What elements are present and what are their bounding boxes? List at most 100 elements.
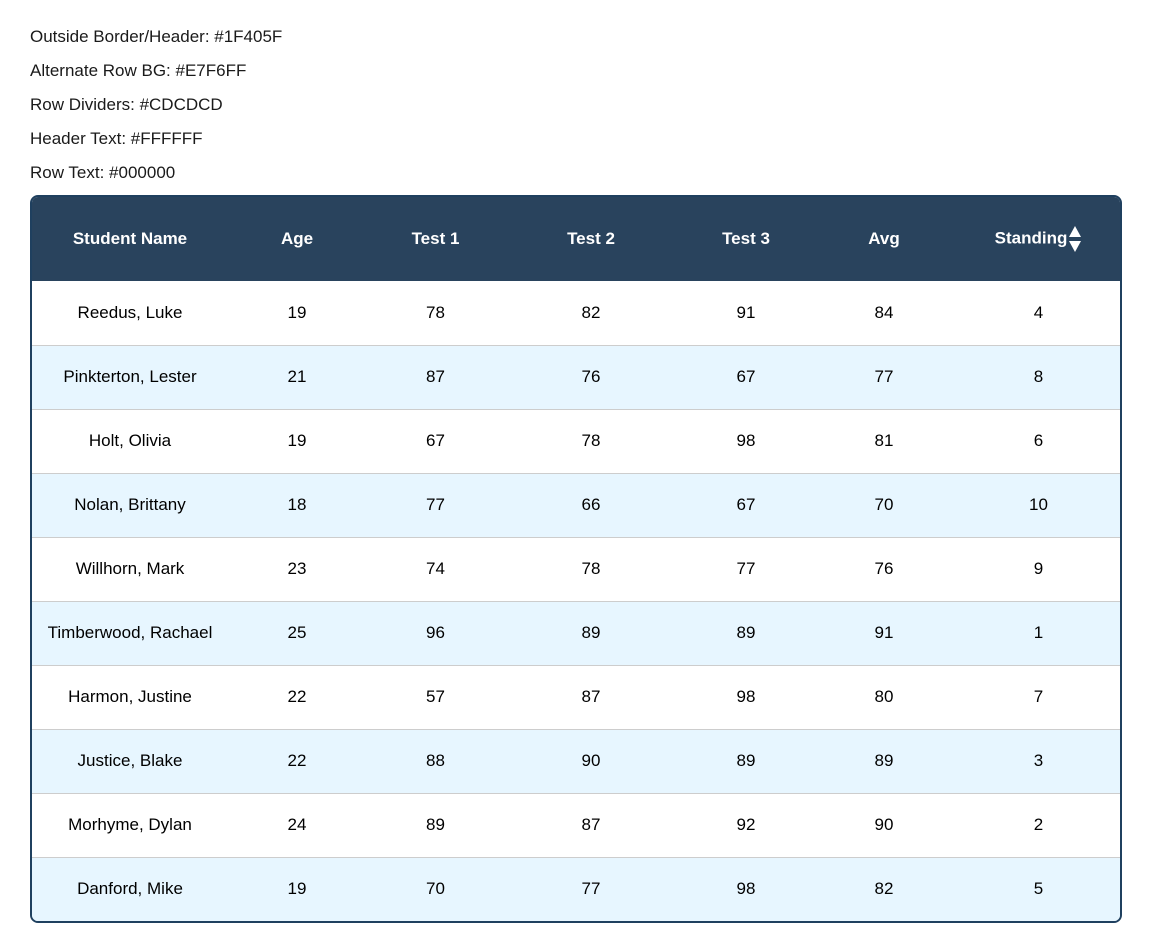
header-avg: Avg	[868, 229, 900, 248]
note-row-dividers: Row Dividers: #CDCDCD	[30, 95, 223, 114]
cell-student-name: Harmon, Justine	[68, 687, 192, 706]
cell-test-3: 91	[736, 302, 756, 322]
cell-avg: 90	[874, 815, 894, 834]
cell-avg: 77	[874, 367, 894, 386]
cell-avg: 84	[874, 302, 894, 322]
cell-test-2: 66	[581, 495, 601, 514]
cell-standing: 5	[1033, 879, 1044, 899]
cell-standing: 6	[1033, 431, 1044, 450]
cell-student-name: Morhyme, Dylan	[68, 815, 192, 834]
cell-standing: 1	[1033, 623, 1044, 642]
cell-test-1: 70	[426, 879, 445, 899]
cell-avg: 70	[874, 495, 894, 514]
cell-test-3: 98	[736, 687, 756, 706]
header-age: Age	[280, 229, 314, 248]
cell-test-1: 57	[426, 687, 445, 706]
note-outside-border: Outside Border/Header: #1F405F	[30, 27, 283, 46]
cell-avg: 81	[874, 431, 894, 450]
cell-test-2: 82	[581, 302, 601, 322]
cell-test-3: 77	[736, 559, 756, 578]
cell-standing: 2	[1033, 815, 1044, 834]
cell-test-2: 89	[581, 623, 601, 642]
grades-table: Student Name Age Test 1 Test 2 Test 3 Av…	[32, 197, 1120, 921]
cell-test-1: 67	[426, 431, 445, 450]
cell-test-1: 77	[426, 495, 445, 514]
cell-student-name: Reedus, Luke	[77, 302, 183, 322]
cell-test-1: 89	[426, 815, 445, 834]
cell-avg: 80	[874, 687, 894, 706]
cell-avg: 89	[874, 751, 894, 770]
cell-student-name: Willhorn, Mark	[75, 559, 185, 578]
table-row: Holt, Olivia 19 67 78 98 81 6	[32, 409, 1120, 473]
cell-student-name: Justice, Blake	[77, 751, 183, 770]
cell-age: 18	[287, 495, 307, 514]
cell-test-1: 74	[426, 559, 445, 578]
cell-test-3: 98	[736, 431, 756, 450]
table-body: Reedus, Luke 19 78 82 91 84 4 Pinkterton, Leste…	[32, 281, 1120, 921]
note-row-text: Row Text: #000000	[30, 163, 176, 182]
cell-standing: 3	[1033, 751, 1044, 770]
cell-age: 21	[287, 367, 307, 386]
header-student-name: Student Name	[72, 229, 188, 248]
header-standing[interactable]: Standing	[953, 197, 1120, 281]
cell-age: 19	[287, 431, 307, 450]
header-standing-label: Standing	[994, 228, 1068, 248]
cell-test-3: 98	[736, 879, 756, 899]
cell-standing: 7	[1033, 687, 1044, 706]
cell-avg: 91	[874, 623, 894, 642]
cell-age: 19	[287, 879, 307, 899]
cell-age: 22	[287, 687, 307, 706]
cell-test-2: 76	[581, 367, 601, 386]
table-row: Pinkterton, Lester 21 87 76 67 77 8	[32, 345, 1120, 409]
header-test-3: Test 3	[722, 229, 770, 248]
header-test-2: Test 2	[567, 229, 615, 248]
cell-test-1: 96	[426, 623, 445, 642]
cell-avg: 76	[874, 559, 894, 578]
table-row: Danford, Mike 19 70 77 98 82 5	[32, 857, 1120, 921]
cell-test-1: 78	[426, 302, 445, 322]
sort-up-down-icon[interactable]	[1068, 224, 1082, 254]
table-row: Harmon, Justine 22 57 87 98 80 7	[32, 665, 1120, 729]
color-notes: Outside Border/Header: #1F405F Alternate…	[30, 20, 282, 190]
cell-test-3: 89	[736, 623, 756, 642]
header-row: Student Name Age Test 1 Test 2 Test 3 Av…	[32, 197, 1120, 281]
cell-standing: 8	[1033, 367, 1044, 386]
cell-age: 24	[287, 815, 307, 834]
table-header: Student Name Age Test 1 Test 2 Test 3 Av…	[32, 197, 1120, 281]
cell-test-2: 87	[581, 815, 601, 834]
cell-avg: 82	[874, 879, 894, 899]
cell-age: 25	[287, 623, 307, 642]
table-row: Morhyme, Dylan 24 89 87 92 90 2	[32, 793, 1120, 857]
cell-age: 19	[287, 302, 307, 322]
header-test-1: Test 1	[411, 229, 460, 248]
cell-student-name: Holt, Olivia	[88, 431, 172, 450]
cell-age: 22	[287, 751, 307, 770]
note-alternate-row-bg: Alternate Row BG: #E7F6FF	[30, 61, 247, 80]
cell-test-3: 67	[736, 495, 756, 514]
note-header-text: Header Text: #FFFFFF	[30, 129, 203, 148]
student-grades-table: Student Name Age Test 1 Test 2 Test 3 Av…	[30, 195, 1122, 923]
table-row: Willhorn, Mark 23 74 78 77 76 9	[32, 537, 1120, 601]
cell-standing: 4	[1033, 302, 1044, 322]
cell-student-name: Timberwood, Rachael	[47, 623, 213, 642]
cell-test-3: 67	[736, 367, 756, 386]
table-row: Timberwood, Rachael 25 96 89 89 91 1	[32, 601, 1120, 665]
cell-student-name: Pinkterton, Lester	[63, 367, 197, 386]
cell-standing: 10	[1029, 495, 1048, 514]
cell-test-1: 88	[426, 751, 445, 770]
table-row: Nolan, Brittany 18 77 66 67 70 10	[32, 473, 1120, 537]
table-row: Reedus, Luke 19 78 82 91 84 4	[32, 281, 1120, 345]
cell-age: 23	[287, 559, 307, 578]
cell-student-name: Danford, Mike	[77, 879, 183, 899]
cell-test-2: 87	[581, 687, 601, 706]
cell-test-3: 89	[736, 751, 756, 770]
cell-test-1: 87	[426, 367, 445, 386]
cell-student-name: Nolan, Brittany	[74, 495, 186, 514]
cell-test-3: 92	[736, 815, 756, 834]
cell-test-2: 77	[581, 879, 601, 899]
cell-test-2: 78	[581, 431, 601, 450]
table-row: Justice, Blake 22 88 90 89 89 3	[32, 729, 1120, 793]
cell-test-2: 90	[581, 751, 601, 770]
cell-standing: 9	[1033, 559, 1044, 578]
cell-test-2: 78	[581, 559, 601, 578]
